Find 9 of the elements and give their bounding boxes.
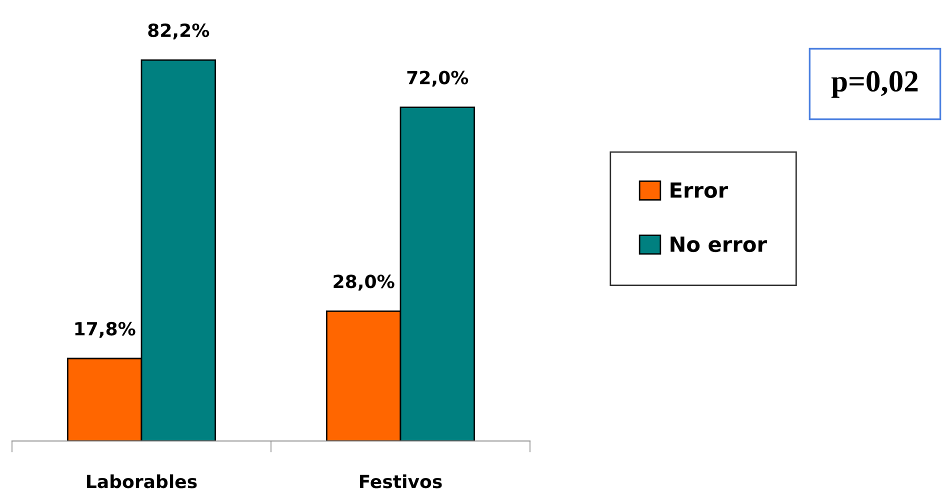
data-label: 82,2% (148, 23, 210, 40)
legend-label: No error (670, 236, 767, 252)
data-label: 28,0% (334, 274, 394, 291)
x-tick-label: Festivos (360, 474, 442, 488)
x-tick-label: Laborables (87, 474, 197, 488)
text: p=0,02 (831, 71, 918, 98)
data-label: 72,0% (407, 70, 468, 87)
data-label: 17,8% (75, 322, 136, 338)
legend-label: Error (670, 182, 728, 198)
